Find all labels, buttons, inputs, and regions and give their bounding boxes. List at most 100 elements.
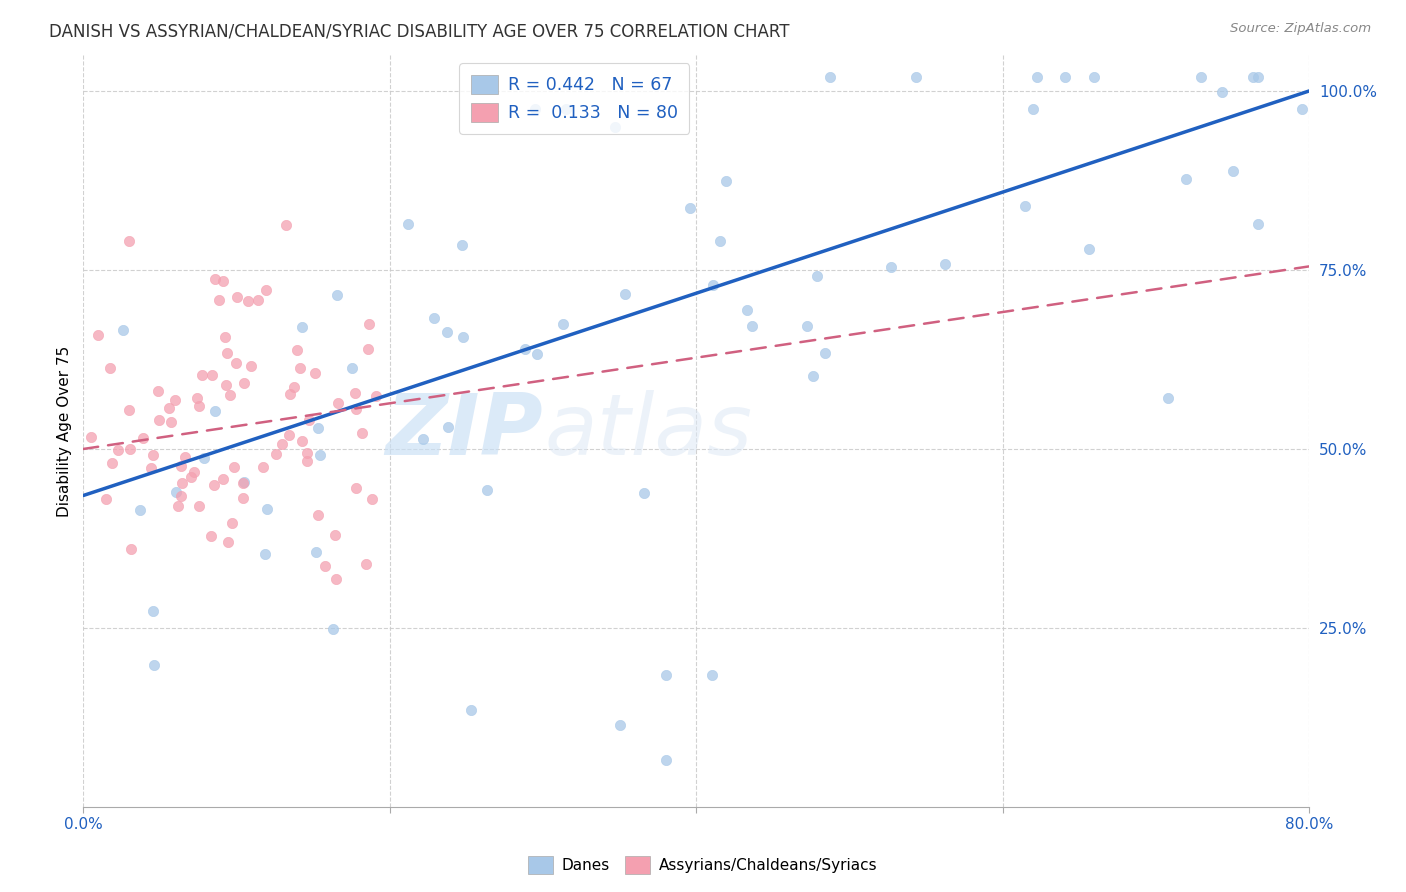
Point	[801, 369, 824, 384]
Point	[143, 657, 166, 672]
Point	[352, 426, 374, 441]
Point	[818, 70, 841, 84]
Point	[157, 401, 180, 415]
Point	[174, 450, 197, 465]
Point	[609, 717, 631, 731]
Point	[120, 541, 142, 556]
Point	[204, 404, 226, 418]
Point	[326, 288, 349, 302]
Legend: Danes, Assyrians/Chaldeans/Syriacs: Danes, Assyrians/Chaldeans/Syriacs	[522, 850, 884, 880]
Point	[80, 429, 103, 443]
Point	[128, 503, 150, 517]
Point	[211, 274, 233, 288]
Point	[183, 465, 205, 479]
Legend: R = 0.442   N = 67, R =  0.133   N = 80: R = 0.442 N = 67, R = 0.133 N = 80	[460, 63, 689, 134]
Point	[364, 389, 387, 403]
Point	[714, 174, 737, 188]
Point	[187, 399, 209, 413]
Point	[524, 102, 547, 116]
Point	[322, 622, 344, 636]
Point	[879, 260, 901, 274]
Point	[165, 485, 187, 500]
Point	[305, 545, 328, 559]
Point	[254, 284, 277, 298]
Point	[291, 320, 314, 334]
Point	[412, 432, 434, 446]
Point	[188, 499, 211, 513]
Point	[1026, 70, 1049, 84]
Point	[233, 475, 256, 490]
Point	[252, 459, 274, 474]
Point	[217, 346, 239, 360]
Point	[139, 461, 162, 475]
Point	[225, 290, 247, 304]
Point	[1247, 217, 1270, 231]
Point	[207, 293, 229, 307]
Point	[277, 428, 299, 442]
Point	[278, 387, 301, 401]
Point	[271, 437, 294, 451]
Y-axis label: Disability Age Over 75: Disability Age Over 75	[58, 345, 72, 516]
Point	[204, 272, 226, 286]
Point	[304, 366, 326, 380]
Point	[254, 547, 277, 561]
Text: atlas: atlas	[544, 390, 752, 473]
Text: Source: ZipAtlas.com: Source: ZipAtlas.com	[1230, 22, 1371, 36]
Point	[256, 502, 278, 516]
Point	[654, 667, 676, 681]
Point	[603, 120, 626, 135]
Point	[654, 754, 676, 768]
Point	[307, 508, 329, 523]
Point	[232, 376, 254, 390]
Point	[225, 356, 247, 370]
Text: ZIP: ZIP	[385, 390, 543, 473]
Point	[160, 416, 183, 430]
Point	[142, 449, 165, 463]
Point	[107, 443, 129, 458]
Point	[1246, 70, 1268, 84]
Point	[98, 361, 121, 376]
Point	[96, 491, 118, 506]
Point	[132, 431, 155, 445]
Point	[291, 434, 314, 448]
Point	[314, 558, 336, 573]
Point	[274, 218, 297, 232]
Point	[219, 388, 242, 402]
Point	[167, 499, 190, 513]
Point	[148, 412, 170, 426]
Point	[553, 317, 575, 331]
Point	[142, 604, 165, 618]
Point	[290, 361, 312, 376]
Point	[359, 317, 381, 331]
Point	[613, 287, 636, 301]
Point	[221, 516, 243, 531]
Point	[1022, 102, 1045, 116]
Point	[905, 70, 928, 84]
Point	[295, 445, 318, 459]
Point	[236, 293, 259, 308]
Point	[246, 293, 269, 308]
Point	[193, 450, 215, 465]
Point	[222, 460, 245, 475]
Point	[1174, 172, 1197, 186]
Point	[1189, 70, 1212, 84]
Point	[814, 345, 837, 359]
Point	[1241, 70, 1264, 84]
Point	[295, 454, 318, 468]
Point	[735, 302, 758, 317]
Point	[342, 361, 364, 376]
Point	[423, 311, 446, 326]
Point	[477, 483, 499, 497]
Point	[354, 558, 377, 572]
Point	[343, 385, 366, 400]
Point	[1222, 164, 1244, 178]
Point	[513, 343, 536, 357]
Point	[1078, 242, 1101, 256]
Point	[451, 330, 474, 344]
Point	[344, 402, 367, 417]
Point	[215, 378, 238, 392]
Point	[170, 458, 193, 473]
Point	[308, 448, 330, 462]
Point	[806, 269, 828, 284]
Point	[118, 403, 141, 417]
